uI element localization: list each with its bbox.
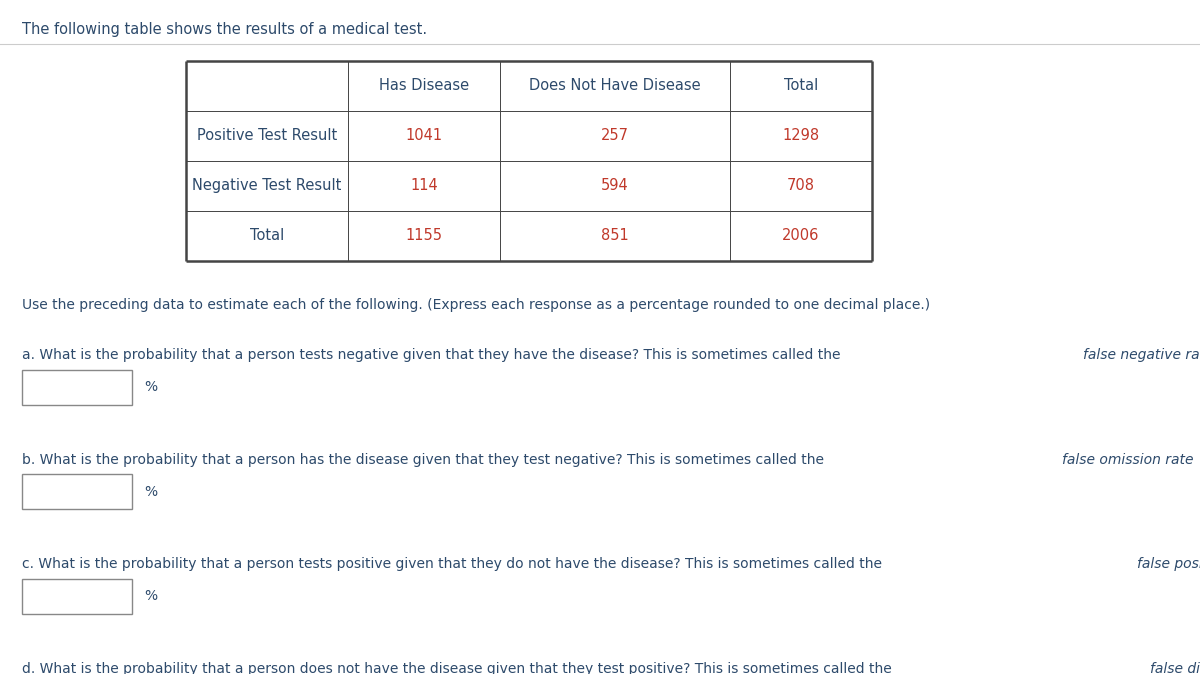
Text: 2006: 2006 bbox=[782, 228, 820, 243]
Text: false negative rate: false negative rate bbox=[1084, 348, 1200, 363]
Text: c. What is the probability that a person tests positive given that they do not h: c. What is the probability that a person… bbox=[22, 557, 886, 572]
Text: Does Not Have Disease: Does Not Have Disease bbox=[529, 78, 701, 93]
Text: 1155: 1155 bbox=[406, 228, 443, 243]
Text: Use the preceding data to estimate each of the following. (Express each response: Use the preceding data to estimate each … bbox=[22, 298, 930, 312]
Text: Positive Test Result: Positive Test Result bbox=[197, 128, 337, 143]
Text: 1298: 1298 bbox=[782, 128, 820, 143]
Text: %: % bbox=[144, 589, 157, 603]
Text: %: % bbox=[144, 485, 157, 499]
Text: Has Disease: Has Disease bbox=[379, 78, 469, 93]
Text: Total: Total bbox=[784, 78, 818, 93]
Text: 257: 257 bbox=[601, 128, 629, 143]
Text: The following table shows the results of a medical test.: The following table shows the results of… bbox=[22, 22, 427, 36]
Text: 851: 851 bbox=[601, 228, 629, 243]
Text: 708: 708 bbox=[787, 178, 815, 193]
Text: %: % bbox=[144, 380, 157, 394]
FancyBboxPatch shape bbox=[22, 579, 132, 614]
Text: 114: 114 bbox=[410, 178, 438, 193]
FancyBboxPatch shape bbox=[22, 474, 132, 510]
Text: 1041: 1041 bbox=[406, 128, 443, 143]
Text: 594: 594 bbox=[601, 178, 629, 193]
FancyBboxPatch shape bbox=[22, 370, 132, 405]
Text: b. What is the probability that a person has the disease given that they test ne: b. What is the probability that a person… bbox=[22, 453, 828, 467]
Text: d. What is the probability that a person does not have the disease given that th: d. What is the probability that a person… bbox=[22, 662, 895, 674]
Text: false omission rate: false omission rate bbox=[1062, 453, 1194, 467]
Text: false discovery rate: false discovery rate bbox=[1150, 662, 1200, 674]
Text: Total: Total bbox=[250, 228, 284, 243]
Text: Negative Test Result: Negative Test Result bbox=[192, 178, 342, 193]
Text: a. What is the probability that a person tests negative given that they have the: a. What is the probability that a person… bbox=[22, 348, 845, 363]
Text: false positive rate: false positive rate bbox=[1136, 557, 1200, 572]
